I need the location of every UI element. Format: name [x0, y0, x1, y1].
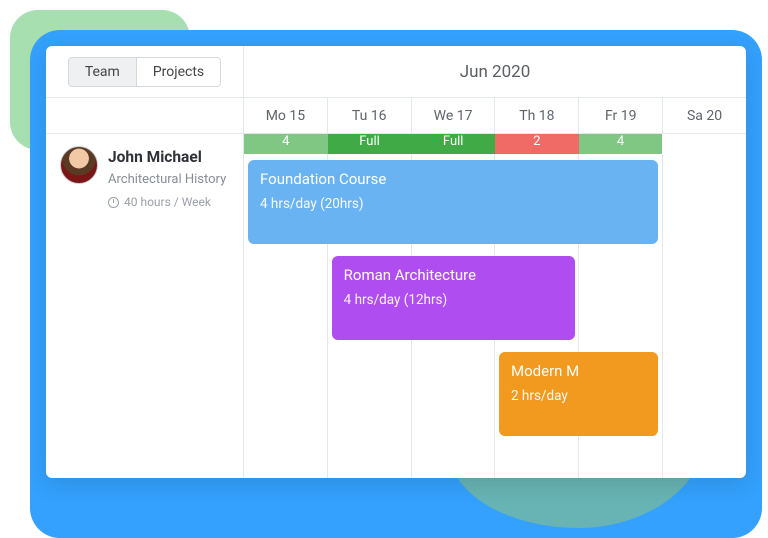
- capacity-cell: Full: [328, 134, 412, 154]
- scheduler-panel: Team Projects Jun 2020 Mo 15Tu 16We 17Th…: [46, 46, 746, 478]
- capacity-row: 4FullFull24: [244, 134, 746, 154]
- day-header[interactable]: Th 18: [495, 98, 579, 133]
- event-title: Roman Architecture: [344, 266, 563, 284]
- schedule-event[interactable]: Roman Architecture 4 hrs/day (12hrs): [332, 256, 575, 340]
- avatar: [60, 146, 98, 184]
- schedule-event[interactable]: Foundation Course 4 hrs/day (20hrs): [248, 160, 658, 244]
- view-tabs: Team Projects: [68, 57, 221, 87]
- days-header: Mo 15Tu 16We 17Th 18Fr 19Sa 20: [46, 98, 746, 134]
- member-name: John Michael: [108, 148, 226, 166]
- member-role: Architectural History: [108, 172, 226, 187]
- capacity-cell: 4: [579, 134, 663, 154]
- header-row: Team Projects Jun 2020: [46, 46, 746, 98]
- capacity-cell: 4: [244, 134, 328, 154]
- day-header[interactable]: Tu 16: [328, 98, 412, 133]
- tabs-container: Team Projects: [46, 46, 244, 97]
- member-hours-label: 40 hours / Week: [124, 195, 211, 209]
- team-member[interactable]: John Michael Architectural History 40 ho…: [46, 134, 244, 478]
- schedule-event[interactable]: Modern M 2 hrs/day: [499, 352, 658, 436]
- event-subtitle: 2 hrs/day: [511, 388, 646, 404]
- day-header[interactable]: Mo 15: [244, 98, 328, 133]
- event-subtitle: 4 hrs/day (20hrs): [260, 196, 646, 212]
- clock-icon: [108, 197, 119, 208]
- body-row: John Michael Architectural History 40 ho…: [46, 134, 746, 478]
- day-header[interactable]: Sa 20: [663, 98, 746, 133]
- day-columns-header: Mo 15Tu 16We 17Th 18Fr 19Sa 20: [244, 98, 746, 133]
- tab-team[interactable]: Team: [69, 58, 136, 86]
- day-header[interactable]: We 17: [412, 98, 496, 133]
- days-header-spacer: [46, 98, 244, 133]
- schedule-grid: 4FullFull24 Foundation Course4 hrs/day (…: [244, 134, 746, 478]
- day-header[interactable]: Fr 19: [579, 98, 663, 133]
- event-subtitle: 4 hrs/day (12hrs): [344, 292, 563, 308]
- tab-projects[interactable]: Projects: [136, 58, 220, 86]
- grid-column: [663, 154, 746, 478]
- capacity-cell: 2: [495, 134, 579, 154]
- member-hours: 40 hours / Week: [108, 195, 226, 209]
- member-info: John Michael Architectural History 40 ho…: [108, 146, 226, 466]
- event-title: Foundation Course: [260, 170, 646, 188]
- event-title: Modern M: [511, 362, 646, 380]
- capacity-cell: [662, 134, 746, 154]
- month-label: Jun 2020: [244, 46, 746, 97]
- capacity-cell: Full: [411, 134, 495, 154]
